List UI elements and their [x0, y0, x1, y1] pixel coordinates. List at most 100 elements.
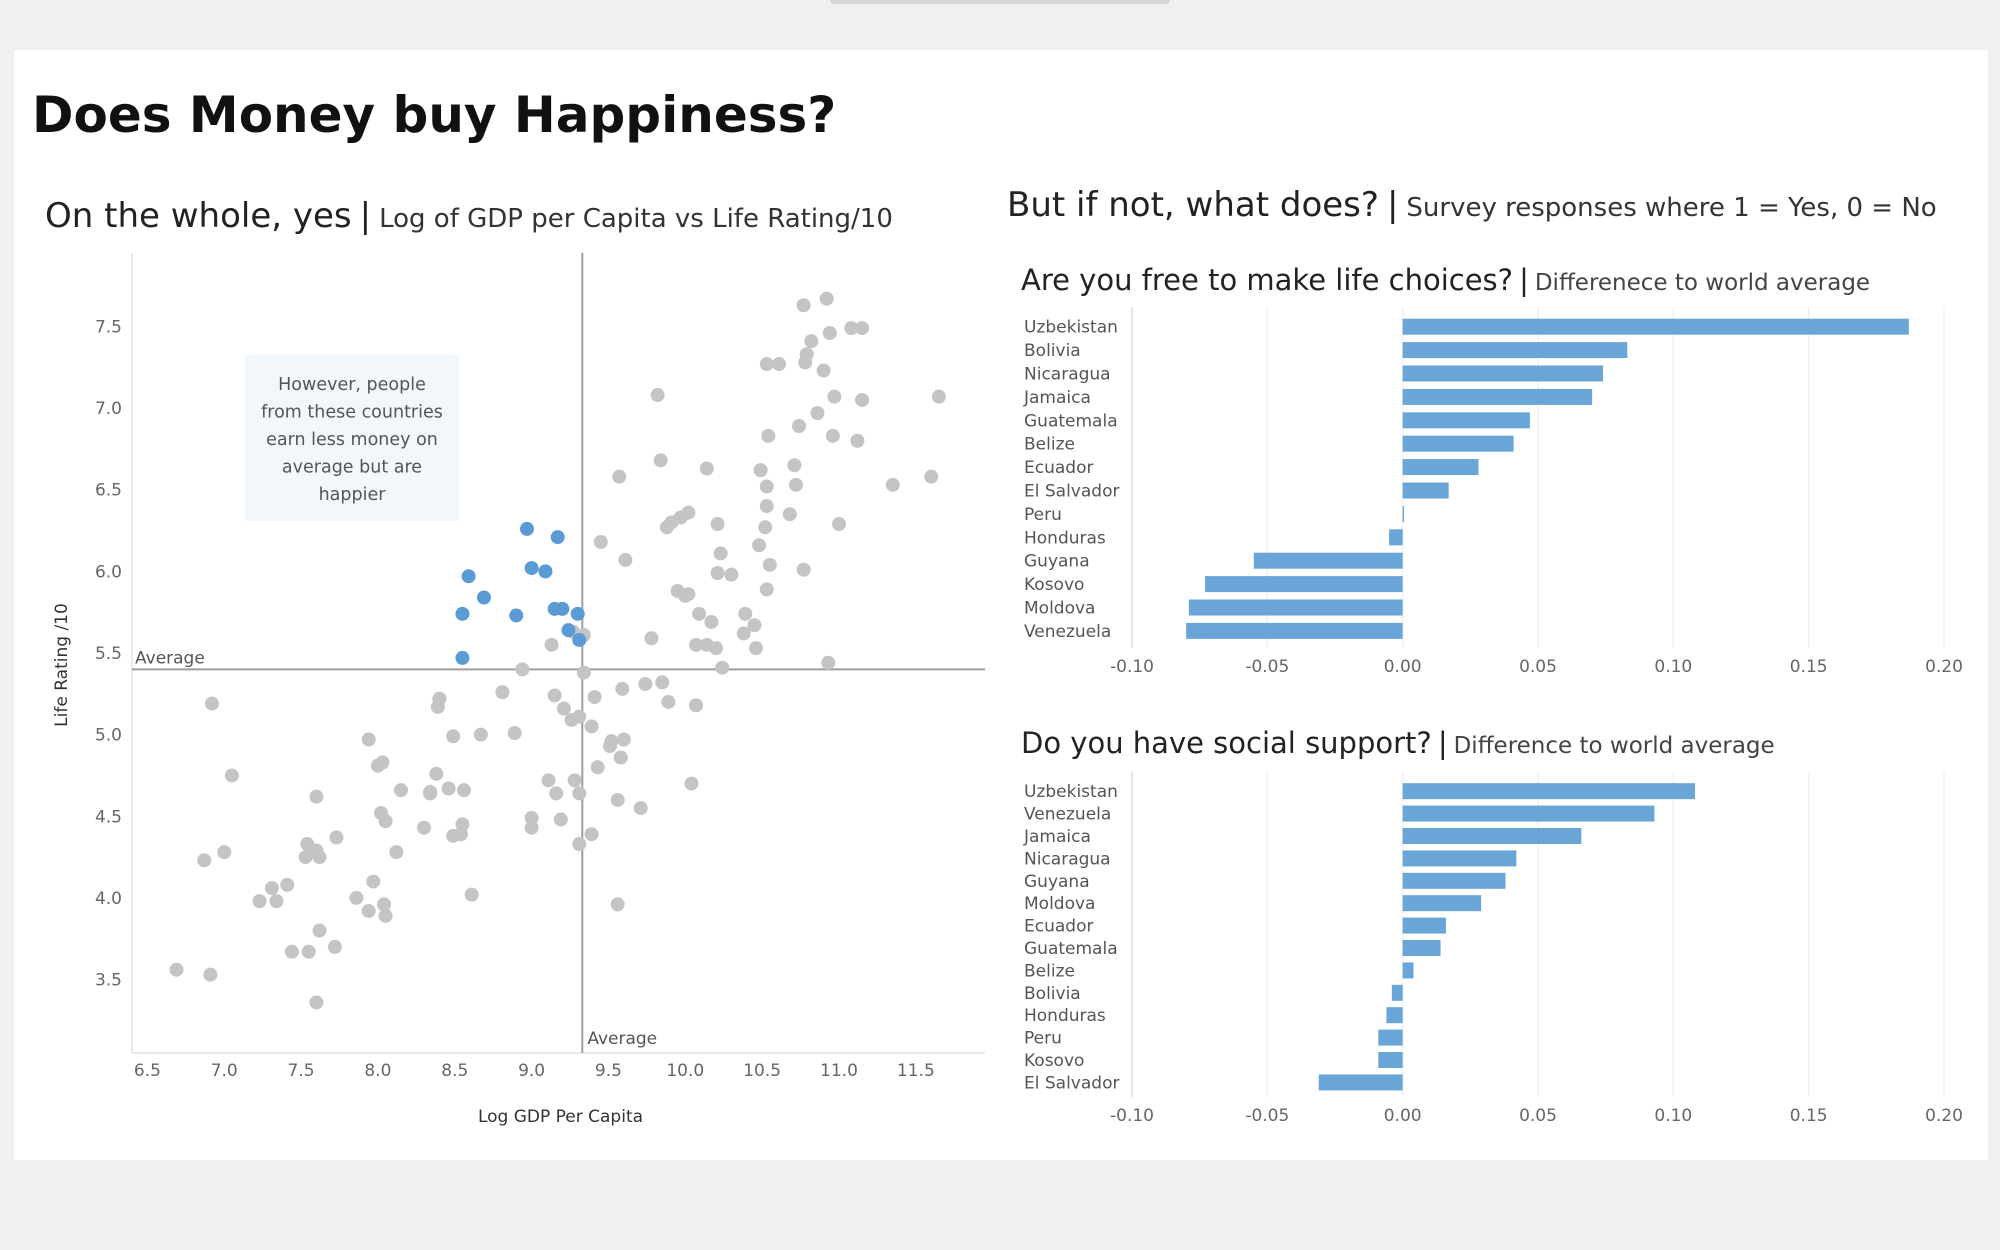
scatter-point [931, 389, 946, 404]
bar [1402, 917, 1446, 934]
highlighted-point [461, 569, 476, 584]
social-support-bar-chart: -0.10 -0.05 0.00 0.05 0.10 0.15 0.20 Uzbekistan… [1023, 772, 1963, 1126]
bar [1253, 552, 1403, 569]
scatter-point [197, 853, 212, 868]
highlighted-point [509, 608, 524, 623]
scatter-point [782, 507, 797, 522]
scatter-point [587, 690, 602, 705]
average-y-label: Average [135, 648, 205, 668]
bar [1402, 365, 1603, 382]
scatter-point [309, 995, 324, 1010]
scatter-point [224, 768, 239, 783]
scatter-point [659, 520, 674, 535]
category-label: Ecuador [1024, 458, 1093, 478]
right-title: But if not, what does? [1007, 185, 1379, 225]
dashboard-title: Does Money buy Happiness? [32, 86, 837, 144]
scatter-point [653, 453, 668, 468]
scatter-point [736, 626, 751, 641]
category-label: Peru [1024, 1029, 1062, 1049]
scatter-point [572, 709, 587, 724]
scatter-point [822, 326, 837, 340]
scatter-point [738, 606, 753, 621]
bar [1402, 505, 1405, 522]
bar [1402, 459, 1479, 476]
category-label: Venezuela [1024, 805, 1111, 825]
x-tick-label: 0.00 [1384, 657, 1422, 677]
scatter-point [825, 428, 840, 443]
scatter-point [772, 357, 787, 372]
scatter-point [798, 355, 813, 370]
scatter-point [524, 820, 539, 835]
scatter-point [544, 637, 559, 652]
y-tick-label: 6.5 [95, 481, 122, 501]
scatter-point [704, 614, 719, 629]
scatter-point [541, 773, 556, 788]
scatter-point [810, 406, 825, 420]
category-label: Guyana [1024, 552, 1090, 572]
choices-chart-title: Are you free to make life choices? | Diffe… [1021, 263, 1870, 297]
x-tick-label: 0.15 [1790, 657, 1828, 677]
category-label: Nicaragua [1024, 849, 1111, 869]
bar [1402, 940, 1441, 956]
scatter-point [787, 458, 802, 473]
x-tick-label: 11.5 [897, 1061, 935, 1081]
bar [1402, 962, 1414, 979]
scatter-point [804, 334, 819, 349]
average-x-label: Average [587, 1029, 657, 1049]
highlighted-point [476, 590, 491, 605]
x-tick-label: -0.05 [1245, 1106, 1289, 1126]
scatter-point [553, 812, 568, 827]
annotation-box [245, 355, 459, 521]
category-label: Honduras [1024, 1006, 1106, 1026]
scatter-point [378, 814, 393, 829]
bar [1389, 529, 1403, 546]
bar [1402, 482, 1449, 499]
highlighted-point [455, 650, 470, 665]
title-separator: | [359, 196, 372, 236]
right-subtitle: Survey responses where 1 = Yes, 0 = No [1406, 193, 1937, 223]
scatter-point [610, 897, 625, 912]
scatter-point [389, 845, 404, 860]
bar [1402, 805, 1655, 822]
scatter-point [556, 701, 571, 716]
category-label: Bolivia [1024, 341, 1081, 361]
bar [1188, 599, 1403, 616]
scatter-point [762, 557, 777, 572]
scatter-subtitle: Log of GDP per Capita vs Life Rating/10 [379, 204, 893, 234]
scatter-point [584, 719, 599, 734]
scatter-point [370, 758, 385, 773]
x-tick-label: 8.0 [364, 1061, 391, 1081]
scatter-point [638, 677, 653, 692]
x-tick-label: -0.10 [1110, 1106, 1154, 1126]
annotation-text: However, people [278, 375, 426, 395]
category-label: El Salvador [1024, 1073, 1119, 1093]
category-label: Jamaica [1023, 827, 1091, 847]
highlighted-point [538, 564, 553, 579]
bar [1402, 783, 1695, 800]
scatter-point [524, 810, 539, 825]
category-label: Guyana [1024, 872, 1090, 892]
scatter-point [796, 562, 811, 577]
scatter-point [312, 923, 327, 938]
scatter-point [377, 897, 392, 912]
scatter-point [312, 850, 327, 865]
support-subtitle: Difference to world average [1453, 733, 1775, 759]
category-label: Venezuela [1024, 622, 1111, 642]
scatter-title: On the whole, yes [45, 196, 352, 236]
title-separator: | [1437, 726, 1448, 760]
scatter-point [473, 727, 488, 742]
scatter-point [169, 962, 184, 977]
category-label: Guatemala [1024, 411, 1118, 431]
scatter-point [689, 637, 704, 652]
right-section-title: But if not, what does? | Survey responses … [1007, 185, 1937, 225]
scatter-point [761, 428, 776, 443]
y-tick-label: 4.5 [95, 807, 122, 827]
bar [1318, 1074, 1403, 1091]
bar [1402, 435, 1514, 452]
bar [1402, 872, 1506, 889]
scatter-point [610, 792, 625, 807]
highlighted-point [570, 606, 585, 621]
scatter-point [423, 786, 438, 801]
category-label: Jamaica [1023, 388, 1091, 408]
category-label: Ecuador [1024, 917, 1093, 937]
